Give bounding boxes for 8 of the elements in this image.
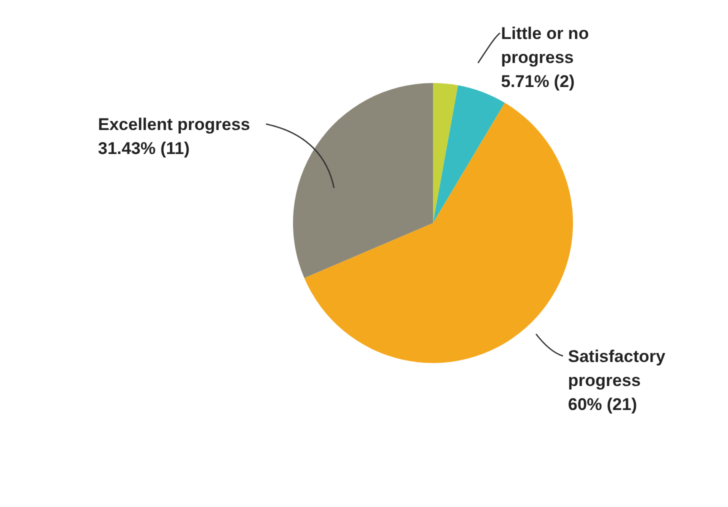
slice-label: Little or no progress (501, 24, 589, 68)
data-label: 60% (21) (568, 395, 637, 414)
slice-label: Excellent progress (98, 115, 250, 134)
data-label: 5.71% (2) (501, 72, 575, 92)
data-label: 31.43% (11) (98, 139, 190, 158)
pie-slice (433, 83, 458, 223)
slice-label: Satisfactory progress (568, 347, 666, 390)
pie-slice (293, 83, 433, 278)
